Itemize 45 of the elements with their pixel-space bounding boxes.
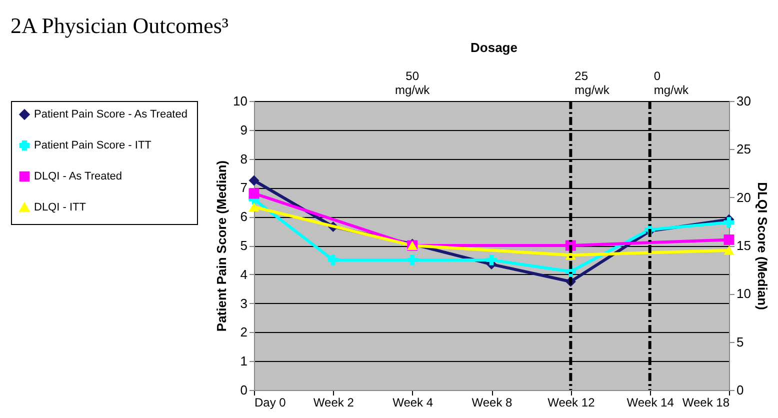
y2-tick-label: 0 — [736, 382, 744, 398]
y-tick-label: 7 — [240, 180, 248, 196]
x-tick-label: Week 12 — [548, 396, 596, 410]
point — [248, 202, 260, 212]
point — [407, 254, 418, 266]
point — [248, 188, 260, 199]
y-tick-label: 3 — [240, 296, 248, 311]
y-tick-label: 9 — [240, 122, 248, 138]
chart-title: 2A Physician Outcomes³ — [10, 13, 229, 38]
x-tick-label: Day 0 — [254, 396, 286, 410]
y-tick-label: 8 — [240, 151, 248, 166]
y2-tick-label: 30 — [736, 94, 751, 108]
point — [486, 254, 497, 266]
x-tick-label: Week 4 — [392, 396, 434, 410]
x-tick-label: Week 2 — [313, 396, 354, 410]
y2-tick-label: 10 — [736, 286, 751, 302]
y-tick-label: 2 — [240, 324, 248, 340]
x-tick-label: Week 14 — [626, 396, 674, 410]
legend-label: DLQI - As Treated — [34, 170, 122, 182]
y-tick-label: 0 — [240, 382, 248, 398]
y-tick-label: 10 — [233, 94, 248, 108]
y2-tick-label: 20 — [736, 190, 751, 205]
y2-tick-label: 25 — [736, 142, 751, 157]
y-tick-label: 1 — [240, 354, 248, 369]
y-tick-label: 6 — [240, 209, 248, 224]
legend-label: Patient Pain Score - ITT — [34, 140, 152, 152]
x-axis-title: Dosage — [470, 40, 518, 55]
point — [328, 254, 338, 266]
y2-tick-label: 15 — [736, 238, 751, 253]
point — [724, 246, 734, 255]
x-tick-label: Week 8 — [472, 396, 513, 410]
y2-axis-title: DLQI Score (Median) — [754, 182, 770, 310]
y-axis-title: Patient Pain Score (Median) — [214, 160, 230, 332]
point — [724, 217, 734, 228]
point — [724, 234, 734, 245]
y-tick-label: 5 — [240, 238, 248, 253]
legend-label: Patient Pain Score - As Treated — [34, 108, 188, 120]
y2-tick-label: 5 — [736, 334, 744, 350]
ref-line-label: 0 mg/wk — [654, 69, 690, 97]
ref-line-label: 25 mg/wk — [574, 69, 610, 97]
x-tick-label: Week 18 — [682, 396, 730, 410]
y-tick-label: 4 — [240, 266, 248, 282]
point — [248, 175, 260, 186]
text: 50 mg/wk — [394, 69, 431, 97]
legend-label: DLQI - ITT — [34, 202, 86, 214]
